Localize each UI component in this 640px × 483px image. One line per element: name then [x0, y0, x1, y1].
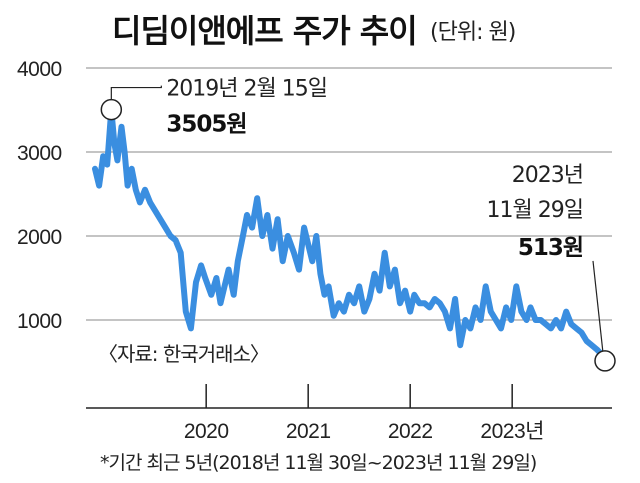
- footnote: *기간 최근 5년(2018년 11월 30일~2023년 11월 29일): [100, 452, 537, 474]
- low-date-line1: 2023년: [512, 163, 583, 188]
- x-tick-label: 2022: [388, 420, 433, 443]
- high-date-label: 2019년 2월 15일: [166, 77, 327, 102]
- unit-label: (단위: 원): [430, 20, 516, 45]
- low-date-line2: 11월 29일: [487, 198, 583, 223]
- low-point-marker: [594, 350, 616, 372]
- y-tick-label: 2000: [17, 226, 62, 249]
- x-tick-label: 2023년: [480, 420, 544, 443]
- high-value-label: 3505원: [166, 112, 246, 138]
- x-tick-label: 2021: [286, 420, 331, 443]
- high-leader-aux: [111, 88, 161, 100]
- x-tick-label: 2020: [184, 420, 229, 443]
- low-leader-line: [592, 260, 604, 353]
- y-tick-label: 4000: [17, 58, 62, 81]
- y-tick-label: 1000: [17, 310, 62, 333]
- high-leader-line: [110, 85, 162, 100]
- high-point-marker: [100, 98, 123, 121]
- low-value-label: 513원: [518, 235, 583, 261]
- price-series-line: [92, 106, 608, 364]
- chart-title: 디딤이앤에프 주가 추이: [112, 12, 418, 50]
- source-label: 〈자료: 한국거래소〉: [98, 342, 269, 366]
- y-tick-label: 3000: [17, 142, 62, 165]
